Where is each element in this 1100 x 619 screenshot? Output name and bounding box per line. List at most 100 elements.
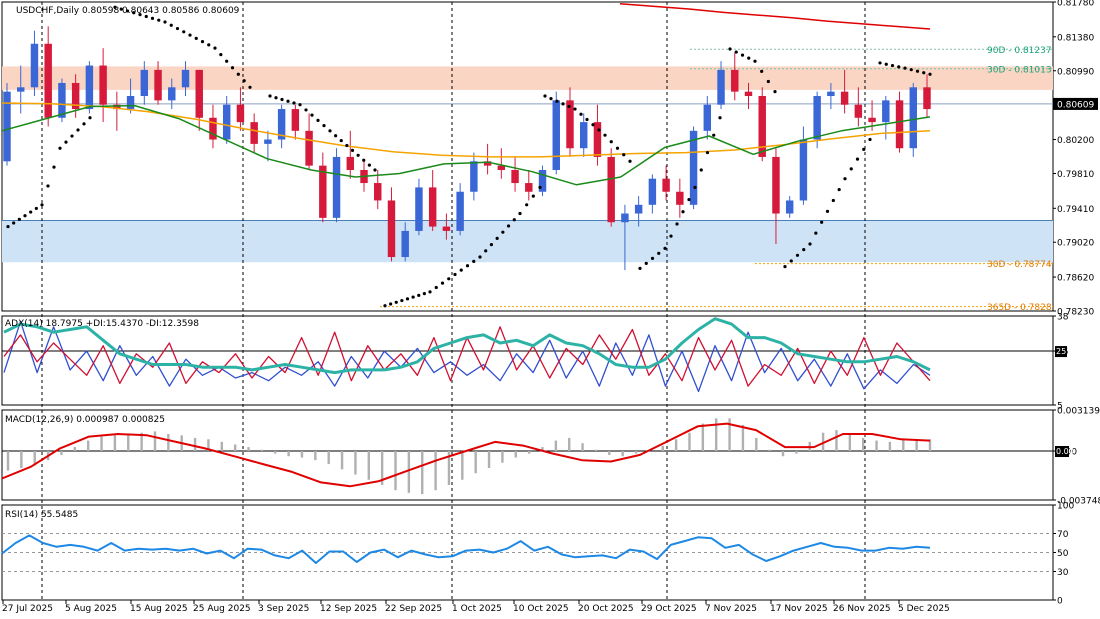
y-tick-label: 5 [1057, 402, 1063, 412]
candle [579, 113, 588, 157]
sar-dot [411, 295, 415, 299]
sar-dot [182, 30, 186, 34]
y-tick-label: -0.003748 [1057, 497, 1100, 507]
macd-bar [674, 439, 678, 452]
sar-dot [207, 43, 211, 47]
sar-dot [29, 210, 33, 214]
candle [552, 91, 560, 175]
candle [648, 174, 657, 214]
x-tick-label: 5 Aug 2025 [65, 604, 117, 614]
sar-dot [638, 266, 642, 270]
sar-dot [46, 184, 50, 188]
candle [470, 152, 478, 201]
candle [126, 78, 135, 114]
candle-body [607, 156, 615, 223]
y-tick-label: 0.003139 [1057, 407, 1100, 417]
candle-body [222, 104, 231, 140]
sar-dot [6, 224, 10, 229]
candle-body [305, 130, 313, 166]
macd-bar [220, 441, 223, 452]
macd-bar [568, 437, 571, 452]
sar-dot [591, 123, 595, 127]
candle [758, 87, 766, 162]
y-tick-label: 38 [1057, 313, 1069, 323]
y-tick-label: 0.81780 [1057, 0, 1094, 9]
sar-dot [773, 90, 777, 94]
candle-body [181, 69, 190, 88]
macd-bar [728, 418, 731, 452]
candle [374, 169, 382, 210]
sar-dot [465, 264, 470, 268]
candle-body [799, 139, 808, 201]
sar-dot [298, 103, 302, 107]
adx-line [3, 317, 931, 375]
sar-dot [484, 249, 488, 253]
candle-body [895, 100, 904, 149]
macd-bar [207, 439, 210, 452]
candle [511, 156, 519, 192]
sar-dot [897, 65, 901, 69]
sar-dot [525, 203, 529, 207]
candle-body [744, 91, 753, 97]
candle-body [291, 109, 300, 131]
macd-bar [394, 451, 397, 491]
y-tick-label: 100 [1057, 502, 1074, 512]
candle [277, 104, 286, 149]
macd-bar [127, 434, 130, 452]
sar-dot [705, 150, 710, 155]
adx-panel-title: ADX(14) 18.7975 +DI:15.4370 -DI:12.3598 [5, 319, 199, 329]
sar-dot [316, 118, 320, 122]
candle-body [579, 122, 588, 149]
current-price-box [1053, 97, 1098, 110]
sar-dot [292, 101, 296, 105]
candle-body [58, 82, 66, 118]
candle-body [401, 230, 409, 258]
y-tick-label: 30 [1057, 568, 1069, 578]
x-tick-label: 22 Sep 2025 [385, 604, 442, 614]
sar-dot [837, 187, 841, 192]
macd-bar [621, 451, 624, 457]
macd-bar [795, 451, 798, 454]
sar-dot [188, 33, 192, 37]
candle-body [923, 87, 931, 110]
sar-dot [681, 210, 685, 214]
macd-bar [6, 451, 10, 471]
sar-dot [274, 96, 278, 100]
macd-bar [380, 451, 384, 485]
sar-dot [163, 20, 167, 24]
sar-dot [242, 79, 246, 83]
sar-dot [52, 165, 56, 169]
sar-dot [144, 14, 148, 19]
sar-dot [868, 137, 872, 142]
ma-100-line [1, 102, 931, 158]
candle [621, 204, 629, 271]
sar-dot [740, 53, 745, 57]
macd-bar [20, 451, 23, 469]
macd-value-box [1055, 446, 1069, 458]
sar-dot [650, 256, 655, 260]
y-tick-label: 0.79410 [1057, 205, 1094, 215]
sar-dot [644, 261, 648, 265]
sar-dot [609, 140, 613, 144]
candle [195, 69, 203, 131]
sar-dot [561, 102, 565, 106]
sar-dot [922, 71, 926, 75]
macd-bar [300, 451, 304, 458]
candle-body [319, 165, 327, 218]
candle [676, 178, 684, 218]
macd-bar [768, 449, 771, 452]
sar-dot [663, 246, 667, 250]
macd-bar [701, 423, 705, 452]
macd-bar [287, 451, 290, 457]
macd-bar [140, 432, 143, 452]
macd-bar [73, 447, 77, 452]
sar-dot [849, 167, 853, 171]
macd-bar [354, 451, 357, 475]
sar-dot [518, 211, 522, 216]
sar-dot [549, 97, 553, 101]
macd-bar [928, 439, 932, 452]
candle-body [525, 183, 533, 192]
sar-dot [531, 194, 535, 198]
candle [85, 61, 94, 114]
